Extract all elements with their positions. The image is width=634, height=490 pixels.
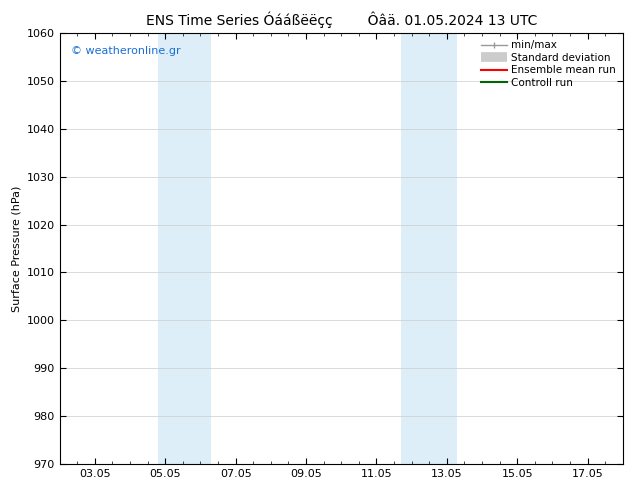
Bar [401, 33, 458, 464]
Title: ENS Time Series Óááßëëçç        Ôâä. 01.05.2024 13 UTC: ENS Time Series Óááßëëçç Ôâä. 01.05.2024… [146, 11, 537, 27]
Text: © weatheronline.gr: © weatheronline.gr [71, 46, 181, 56]
Legend: min/max, Standard deviation, Ensemble mean run, Controll run: min/max, Standard deviation, Ensemble me… [479, 38, 618, 90]
Y-axis label: Surface Pressure (hPa): Surface Pressure (hPa) [11, 185, 21, 312]
Bar [158, 33, 211, 464]
